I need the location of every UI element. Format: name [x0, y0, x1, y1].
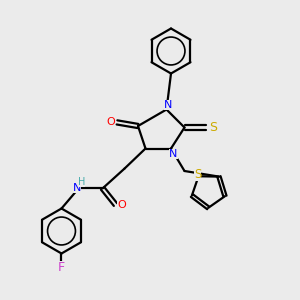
Text: N: N — [164, 100, 172, 110]
Text: S: S — [209, 121, 217, 134]
Text: H: H — [78, 177, 85, 187]
Text: N: N — [73, 183, 81, 194]
Text: O: O — [117, 200, 126, 210]
Text: F: F — [58, 261, 65, 274]
Text: S: S — [194, 168, 201, 181]
Text: O: O — [106, 117, 115, 128]
Text: N: N — [169, 149, 178, 159]
